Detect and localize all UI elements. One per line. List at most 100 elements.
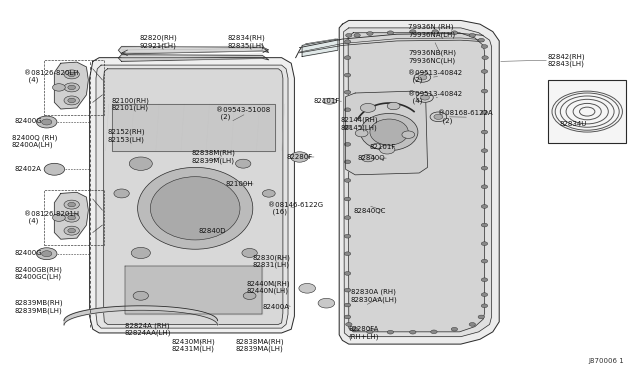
Text: J870006 1: J870006 1 [588, 358, 624, 364]
Circle shape [344, 108, 351, 112]
Circle shape [344, 197, 351, 201]
Circle shape [432, 30, 438, 33]
Circle shape [64, 213, 79, 222]
Text: 82152(RH)
82153(LH): 82152(RH) 82153(LH) [108, 129, 145, 143]
Text: 82820(RH)
92921(LH): 82820(RH) 92921(LH) [140, 35, 177, 49]
Circle shape [402, 131, 415, 138]
Circle shape [387, 102, 400, 110]
Circle shape [344, 234, 351, 238]
Circle shape [42, 119, 52, 125]
FancyBboxPatch shape [548, 80, 626, 143]
Circle shape [68, 85, 76, 90]
Circle shape [133, 291, 148, 300]
Text: 82100H: 82100H [225, 181, 253, 187]
Circle shape [44, 163, 65, 175]
Circle shape [481, 45, 488, 48]
Circle shape [481, 293, 488, 296]
Circle shape [344, 179, 351, 182]
Circle shape [481, 110, 488, 114]
Circle shape [481, 89, 488, 93]
Circle shape [355, 129, 368, 137]
Circle shape [344, 252, 351, 256]
Text: 82400Q (RH)
82400A(LH): 82400Q (RH) 82400A(LH) [12, 134, 57, 148]
Circle shape [481, 304, 488, 308]
Circle shape [52, 214, 65, 221]
Circle shape [64, 70, 79, 79]
Text: 82400G: 82400G [14, 118, 42, 124]
Polygon shape [302, 39, 338, 57]
Text: 82402A: 82402A [14, 166, 41, 172]
Circle shape [481, 70, 488, 73]
Text: 82839MB(RH)
82839MB(LH): 82839MB(RH) 82839MB(LH) [14, 300, 63, 314]
Circle shape [478, 38, 484, 42]
Circle shape [236, 159, 251, 168]
Ellipse shape [323, 98, 337, 104]
Circle shape [430, 112, 447, 122]
Text: 82280FA
(RH+LH): 82280FA (RH+LH) [349, 326, 380, 340]
Text: 82840D: 82840D [198, 228, 226, 234]
Circle shape [410, 330, 416, 334]
Circle shape [243, 292, 256, 299]
Polygon shape [348, 33, 484, 332]
Circle shape [344, 56, 351, 60]
Text: 82830(RH)
82831(LH): 82830(RH) 82831(LH) [253, 254, 291, 268]
Polygon shape [54, 62, 88, 109]
Circle shape [291, 152, 308, 162]
Ellipse shape [138, 167, 253, 249]
Circle shape [420, 95, 429, 100]
Circle shape [344, 216, 351, 219]
Circle shape [68, 98, 76, 103]
Polygon shape [118, 55, 269, 61]
Text: ®09513-40842
  (2): ®09513-40842 (2) [408, 70, 463, 83]
Ellipse shape [372, 144, 383, 148]
Circle shape [481, 242, 488, 246]
Circle shape [114, 189, 129, 198]
Circle shape [64, 200, 79, 209]
Text: 82840Q: 82840Q [357, 155, 385, 161]
Text: 82440M(RH)
82440N(LH): 82440M(RH) 82440N(LH) [246, 280, 290, 294]
Circle shape [367, 330, 373, 334]
Text: 82280F: 82280F [287, 154, 313, 160]
Text: 82101F: 82101F [370, 144, 396, 150]
Circle shape [68, 228, 76, 233]
Circle shape [451, 327, 458, 331]
Polygon shape [112, 104, 275, 151]
Polygon shape [339, 20, 499, 344]
Circle shape [354, 33, 360, 37]
Circle shape [344, 288, 351, 292]
Circle shape [481, 278, 488, 282]
Circle shape [344, 272, 351, 275]
Circle shape [346, 323, 352, 326]
Polygon shape [118, 46, 269, 54]
Text: 82824A (RH)
82824AA(LH): 82824A (RH) 82824AA(LH) [125, 322, 172, 336]
Circle shape [481, 205, 488, 208]
Circle shape [344, 160, 351, 164]
Circle shape [481, 149, 488, 153]
Text: 82101F: 82101F [314, 98, 340, 104]
Circle shape [344, 90, 351, 94]
Circle shape [64, 83, 79, 92]
Circle shape [42, 251, 52, 257]
Circle shape [417, 93, 433, 102]
Text: 82834(RH)
82835(LH): 82834(RH) 82835(LH) [227, 35, 265, 49]
Ellipse shape [360, 113, 418, 151]
Circle shape [344, 73, 351, 77]
Circle shape [451, 31, 458, 35]
Circle shape [418, 75, 427, 80]
Text: 82400GB(RH)
82400GC(LH): 82400GB(RH) 82400GC(LH) [14, 266, 62, 280]
Text: 82830A (RH)
82830AA(LH): 82830A (RH) 82830AA(LH) [351, 289, 397, 303]
Circle shape [469, 33, 476, 37]
Circle shape [367, 32, 373, 35]
Text: ®08126-820LH
  (4): ®08126-820LH (4) [24, 70, 79, 83]
Polygon shape [125, 266, 262, 314]
Circle shape [362, 154, 374, 162]
Text: 82400A: 82400A [262, 304, 289, 310]
Text: ®08168-6122A
  (2): ®08168-6122A (2) [438, 110, 493, 124]
Circle shape [68, 202, 76, 207]
Circle shape [68, 215, 76, 220]
Text: 79936N (RH)
79936NA(LH): 79936N (RH) 79936NA(LH) [408, 23, 456, 38]
Polygon shape [96, 65, 288, 328]
Polygon shape [104, 69, 283, 324]
Polygon shape [346, 91, 428, 175]
Text: 82834U: 82834U [560, 121, 588, 126]
